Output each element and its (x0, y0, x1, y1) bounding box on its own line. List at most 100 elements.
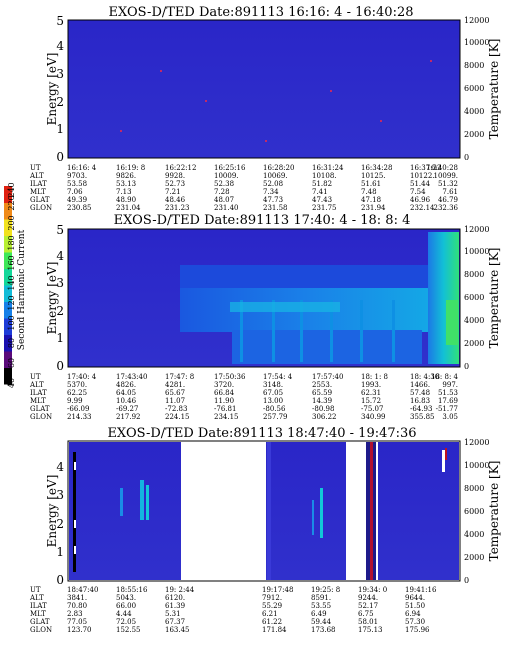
edge-streak (73, 452, 76, 572)
panel-3-y2tick-label: 12000 (464, 438, 489, 447)
panel-3-y2tick-label: 2000 (464, 553, 484, 562)
ephemeris-value: 47.73 (263, 196, 283, 204)
ephemeris-column: 16:25:16 10009. 52.38 7.28 48.07 231.40 (214, 164, 246, 212)
ephemeris-column: 16:19: 8 9826. 53.13 7.13 48.90 231.04 (116, 164, 145, 212)
ephemeris-column: 16:22:12 9928. 52.73 7.21 48.46 231.23 (165, 164, 196, 212)
panel-1-y2label: Temperature [K] (487, 39, 501, 140)
ephemeris-value: 16:22:12 (165, 164, 196, 172)
colorbar-cell (4, 318, 12, 335)
ephemeris-column: 18: 8: 4 997. 51.53 17.69 -51.77 3.05 (431, 373, 459, 421)
ephemeris-value: 16:19: 8 (116, 164, 145, 172)
ephemeris-value: 52.08 (263, 180, 283, 188)
ephemeris-value: 231.04 (116, 204, 141, 212)
ephemeris-value: -66.09 (67, 405, 89, 413)
panel-2-ytick-label: 5 (56, 223, 64, 237)
panel-1-y2tick-label: 12000 (464, 16, 489, 25)
ephemeris-value: 18:47:40 (67, 586, 98, 594)
colorbar-tick-label: 100 (7, 315, 16, 330)
high-energy-band (180, 265, 428, 290)
ephemeris-value: 62.31 (361, 389, 381, 397)
panel-1-ytick-label: 2 (56, 95, 64, 109)
ephemeris-value: 8591. (311, 594, 331, 602)
data-segment (69, 442, 181, 580)
ephemeris-value: 51.32 (438, 180, 458, 188)
ephemeris-value: -72.83 (165, 405, 187, 413)
panel-2-ytick-label: 3 (56, 276, 64, 290)
ephemeris-value: 6.94 (405, 610, 421, 618)
row-label: MLT (30, 188, 46, 196)
ephemeris-column: 16:34:28 10125. 51.61 7.48 47.18 231.94 (361, 164, 392, 212)
ephemeris-column: 17:54: 4 3148. 67.05 13.00 -80.56 257.79 (263, 373, 293, 421)
row-label: ILAT (30, 389, 47, 397)
panel-2-ephemeris: UT ALT ILAT MLT GLAT GLON 17:40: 4 5370.… (29, 373, 459, 421)
ephemeris-value: 18: 8: 4 (431, 373, 459, 381)
colorbar-cell (4, 367, 12, 385)
colorbar-cell (4, 351, 12, 368)
colorbar-cells (4, 186, 12, 385)
ephemeris-value: -69.27 (116, 405, 138, 413)
ephemeris-value: 52.38 (214, 180, 234, 188)
panel-2-ylabel: Energy [eV] (45, 262, 59, 335)
ephemeris-value: 152.55 (116, 626, 141, 634)
row-label: UT (30, 164, 41, 172)
ephemeris-value: 5.31 (165, 610, 181, 618)
panel-2-ytick-label: 1 (56, 331, 64, 345)
ephemeris-value: 3841. (67, 594, 87, 602)
ephemeris-value: 232.14 (410, 204, 435, 212)
band-stripe (272, 300, 275, 362)
band-highlight (230, 302, 340, 312)
panel-2-ytick-label: 2 (56, 304, 64, 318)
panel-3-title: EXOS-D/TED Date:891113 18:47:40 - 19:47:… (107, 426, 416, 441)
ephemeris-value: 51.82 (312, 180, 332, 188)
colorbar-tick-label: 240 (7, 182, 16, 197)
panel-3-ytick-label: 2 (56, 517, 64, 531)
ephemeris-value: -51.77 (436, 405, 458, 413)
ephemeris-value: -64.93 (410, 405, 432, 413)
panel-3: EXOS-D/TED Date:891113 18:47:40 - 19:47:… (29, 426, 501, 634)
ephemeris-value: -75.07 (361, 405, 383, 413)
ephemeris-value: 51.53 (438, 389, 458, 397)
ephemeris-value: 163.45 (165, 626, 190, 634)
ephemeris-value: 66.84 (214, 389, 235, 397)
row-label: GLAT (30, 196, 50, 204)
ephemeris-value: 10122. (410, 172, 435, 180)
ephemeris-value: 7.21 (165, 188, 181, 196)
colorbar-cell (4, 334, 12, 352)
ephemeris-value: 52.17 (358, 602, 378, 610)
ephemeris-value: 48.07 (214, 196, 234, 204)
ephemeris-value: 61.39 (165, 602, 185, 610)
ephemeris-value: 231.94 (361, 204, 386, 212)
colorbar-tick-label: 60 (7, 358, 16, 368)
ephemeris-value: 7.06 (67, 188, 83, 196)
ephemeris-value: 7.34 (263, 188, 279, 196)
ephemeris-value: 173.68 (311, 626, 336, 634)
ephemeris-value: 67.37 (165, 618, 185, 626)
ephemeris-value: 57.48 (410, 389, 430, 397)
colorbar-tick-label: 160 (7, 255, 16, 270)
panel-1-y-ticks: 0 1 2 3 4 5 (56, 14, 64, 164)
panel-3-y2tick-label: 8000 (464, 484, 484, 493)
colorbar-tick-label: 220 (7, 195, 16, 210)
panel-1-y2tick-label: 4000 (464, 107, 484, 116)
panel-3-y2label: Temperature [K] (487, 461, 501, 562)
panel-3-y2tick-label: 6000 (464, 507, 484, 516)
edge-core (446, 300, 458, 345)
ephemeris-value: 10069. (263, 172, 288, 180)
ephemeris-value: 9.99 (67, 397, 83, 405)
ephemeris-value: 217.92 (116, 413, 141, 421)
ephemeris-value: 7912. (262, 594, 282, 602)
band-stripe (360, 300, 363, 362)
colorbar-cell (4, 202, 12, 220)
ephemeris-column: 18: 1: 8 1993. 62.31 15.72 -75.07 340.99 (361, 373, 388, 421)
panel-2-ytick-label: 4 (56, 249, 64, 263)
ephemeris-value: 9244. (358, 594, 378, 602)
row-label: ILAT (30, 602, 47, 610)
ephemeris-value: 51.50 (405, 602, 425, 610)
panel-2-y2-ticks: 0 2000 4000 6000 8000 10000 12000 (464, 225, 489, 371)
ephemeris-value: 77.05 (67, 618, 87, 626)
row-label: ILAT (30, 180, 47, 188)
wave-burst (140, 480, 144, 520)
ephemeris-column: 17:40: 4 5370. 62.25 9.99 -66.09 214.33 (67, 373, 97, 421)
panel-3-ytick-label: 0 (56, 573, 64, 587)
row-label: MLT (30, 397, 46, 405)
